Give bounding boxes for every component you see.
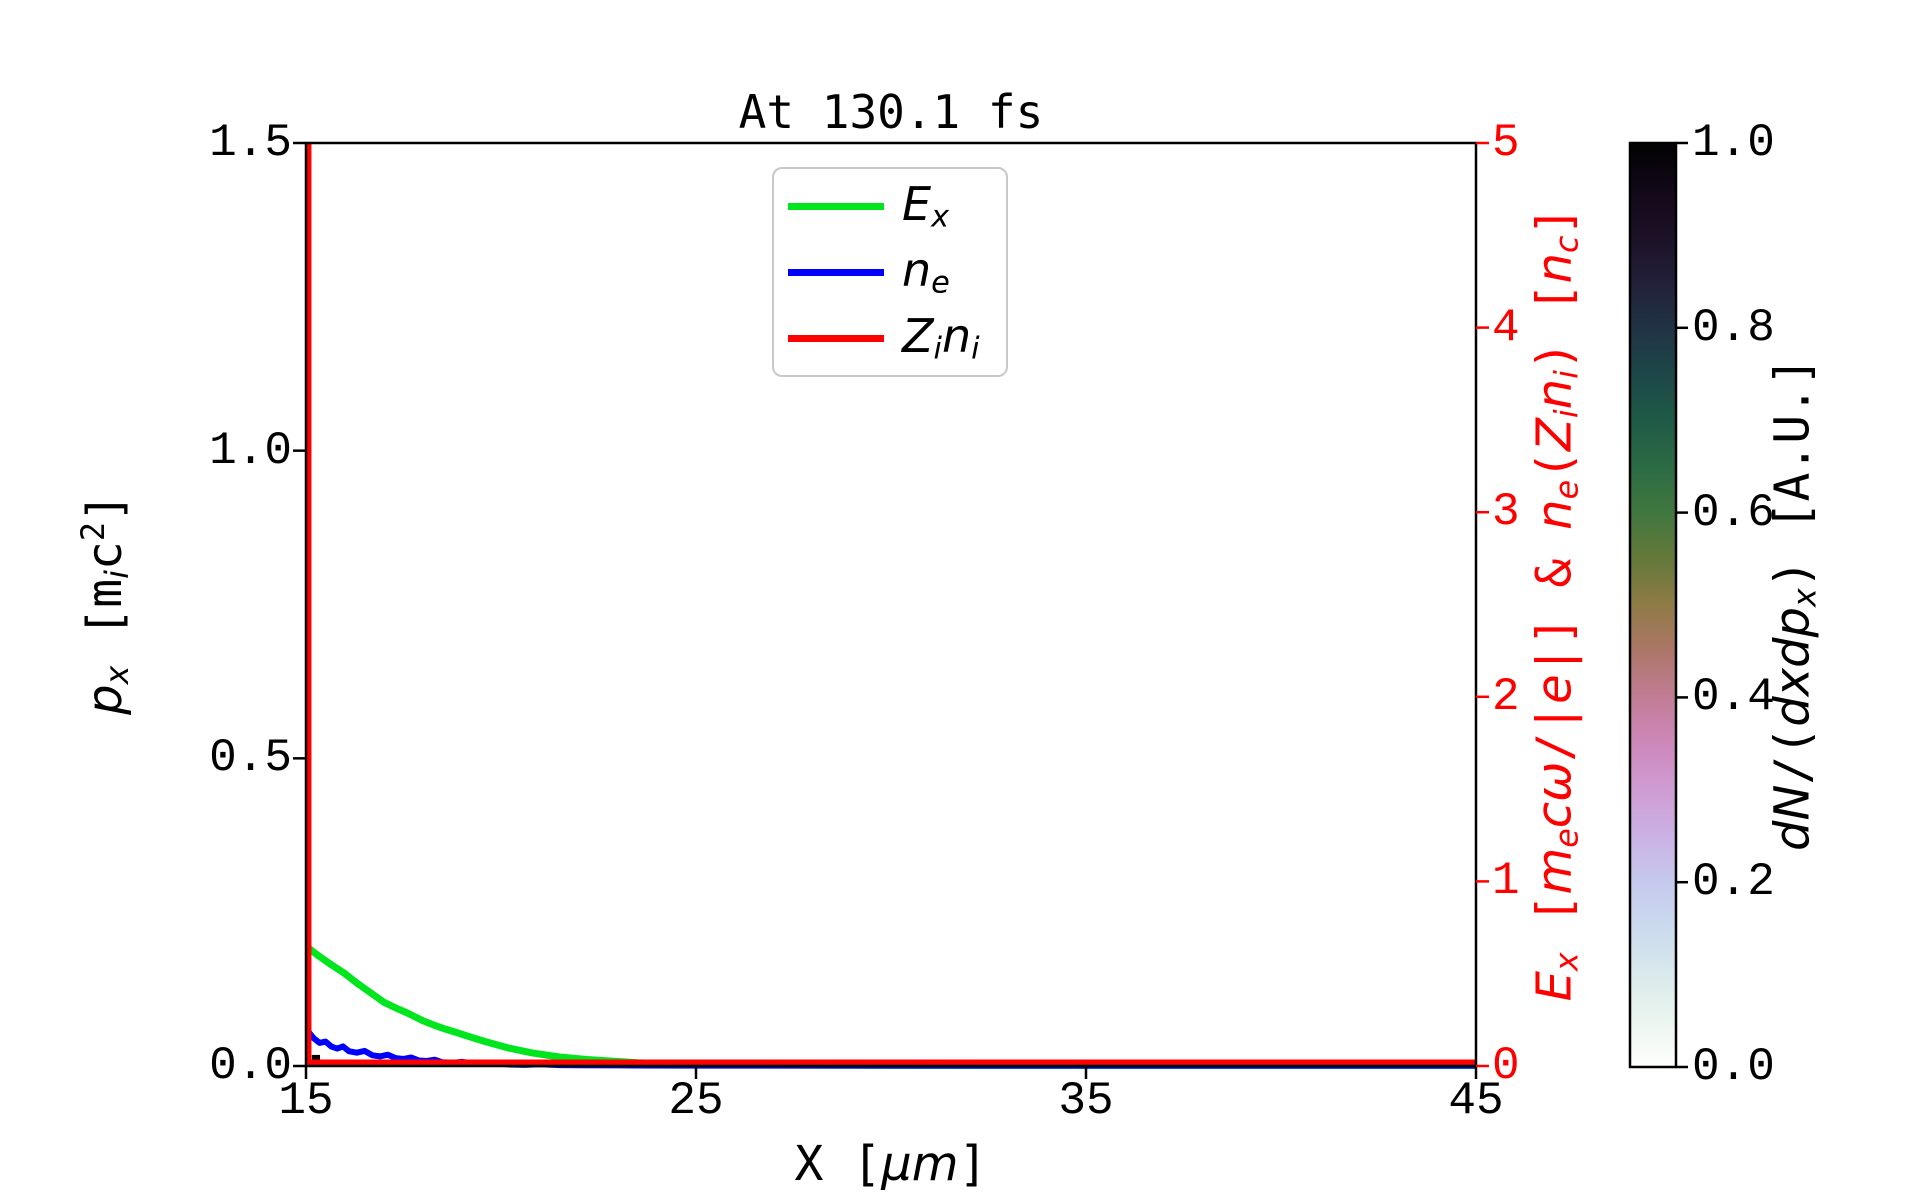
colorbar-tick-label-0.0: 0.0 <box>1692 1041 1775 1093</box>
x-tick-label-45: 45 <box>1448 1075 1504 1127</box>
left-y-axis-label: px [mic2] <box>76 493 136 715</box>
text-segment: X [ <box>794 1136 882 1192</box>
text-segment: i <box>933 331 942 367</box>
right-tick-label-2: 2 <box>1492 670 1520 723</box>
text-segment: c <box>1549 235 1586 253</box>
text-segment: p <box>1764 606 1821 638</box>
text-segment: d <box>1764 820 1821 851</box>
right-tick-label-3: 3 <box>1492 486 1520 539</box>
text-segment: x <box>1549 952 1586 972</box>
text-segment: n <box>941 309 972 364</box>
left-tick-label-0.5: 0.5 <box>209 732 292 785</box>
text-segment: [ <box>1526 894 1583 953</box>
text-segment: c <box>77 541 134 571</box>
text-segment: e <box>1549 479 1586 500</box>
text-segment: n <box>902 243 932 298</box>
left-tick-label-0.0: 0.0 <box>209 1040 292 1092</box>
legend: Ex ne Zini <box>772 167 1008 377</box>
text-segment: x <box>931 199 950 235</box>
legend-label-ne: ne <box>902 243 950 301</box>
text-segment: n <box>1526 499 1583 530</box>
legend-line-ex <box>788 202 884 210</box>
left-tick-label-1.0: 1.0 <box>209 424 292 477</box>
x-tick-label-15: 15 <box>278 1075 334 1127</box>
legend-line-ne <box>788 268 884 276</box>
text-segment: Z <box>1526 418 1583 451</box>
text-segment: ) [ <box>1526 283 1583 371</box>
text-segment: ( <box>1526 451 1583 480</box>
distribution-cell <box>311 1054 321 1064</box>
text-segment: ] <box>1526 206 1583 236</box>
text-segment: /( <box>1764 726 1821 785</box>
text-segment: N <box>1764 784 1821 821</box>
text-segment: i <box>100 570 137 579</box>
right-tick-label-1: 1 <box>1492 855 1520 908</box>
text-segment: e <box>931 265 950 301</box>
text-segment: i <box>1549 370 1586 379</box>
right-tick-label-0: 0 <box>1492 1040 1520 1092</box>
text-segment: ω <box>1526 761 1583 802</box>
text-segment: d <box>1764 637 1821 668</box>
text-segment: Z <box>902 309 934 364</box>
x-tick-label-25: 25 <box>668 1075 724 1127</box>
text-segment: |] & <box>1526 529 1583 675</box>
left-tick-label-1.5: 1.5 <box>209 117 292 169</box>
colorbar-tick-label-0.2: 0.2 <box>1692 856 1775 909</box>
series-ex <box>306 943 1476 1069</box>
text-segment: ] <box>958 1136 988 1192</box>
axes-spines <box>304 141 1478 1068</box>
text-segment: p <box>77 684 134 715</box>
colorbar-tick-label-0.8: 0.8 <box>1692 301 1775 354</box>
text-segment: μm <box>881 1136 959 1192</box>
text-segment: E <box>902 177 932 232</box>
text-segment: x <box>100 665 137 685</box>
text-segment: n <box>1526 252 1583 284</box>
text-segment: e <box>1526 674 1583 704</box>
colorbar-tick-label-1.0: 1.0 <box>1692 117 1775 169</box>
right-tick-label-4: 4 <box>1492 301 1520 354</box>
colorbar-tick-label-0.6: 0.6 <box>1692 486 1775 539</box>
legend-item-ex: Ex <box>788 175 1006 237</box>
right-tick-label-5: 5 <box>1492 117 1520 169</box>
x-axis-label: X [μm] <box>795 1136 988 1192</box>
legend-label-ex: Ex <box>902 177 949 235</box>
text-segment: E <box>1526 971 1583 1002</box>
colorbar-gradient <box>1630 143 1676 1067</box>
text-segment: n <box>1526 378 1583 410</box>
colorbar-tick-label-0.4: 0.4 <box>1692 671 1775 724</box>
legend-label-zini: Zini <box>902 309 980 367</box>
colorbar-label: dN/(dxdpx) [A.U.] <box>1765 357 1824 851</box>
legend-item-zini: Zini <box>788 307 1006 369</box>
text-segment: ) [A.U.] <box>1764 357 1821 589</box>
text-segment: c <box>1526 801 1583 829</box>
legend-item-ne: ne <box>788 241 1006 303</box>
text-segment: [ <box>77 607 134 666</box>
text-segment: m <box>1526 847 1583 895</box>
x-tick-label-35: 35 <box>1058 1075 1114 1127</box>
text-segment: m <box>77 578 134 608</box>
text-segment: /| <box>1526 703 1583 762</box>
text-segment: ] <box>77 493 134 523</box>
plot-title: At 130.1 fs <box>738 85 1044 139</box>
text-segment: x <box>1787 588 1824 607</box>
text-segment: i <box>971 331 980 367</box>
series-zini <box>306 143 1476 1066</box>
colorbar-outline <box>1628 141 1678 1069</box>
text-segment: e <box>1549 828 1586 848</box>
text-segment: i <box>1549 409 1586 419</box>
right-y-axis-label: Ex [mecω/|e|] & ne(Zini) [nc] <box>1527 207 1586 1002</box>
legend-line-zini <box>788 334 884 342</box>
text-segment: 2 <box>75 522 112 542</box>
